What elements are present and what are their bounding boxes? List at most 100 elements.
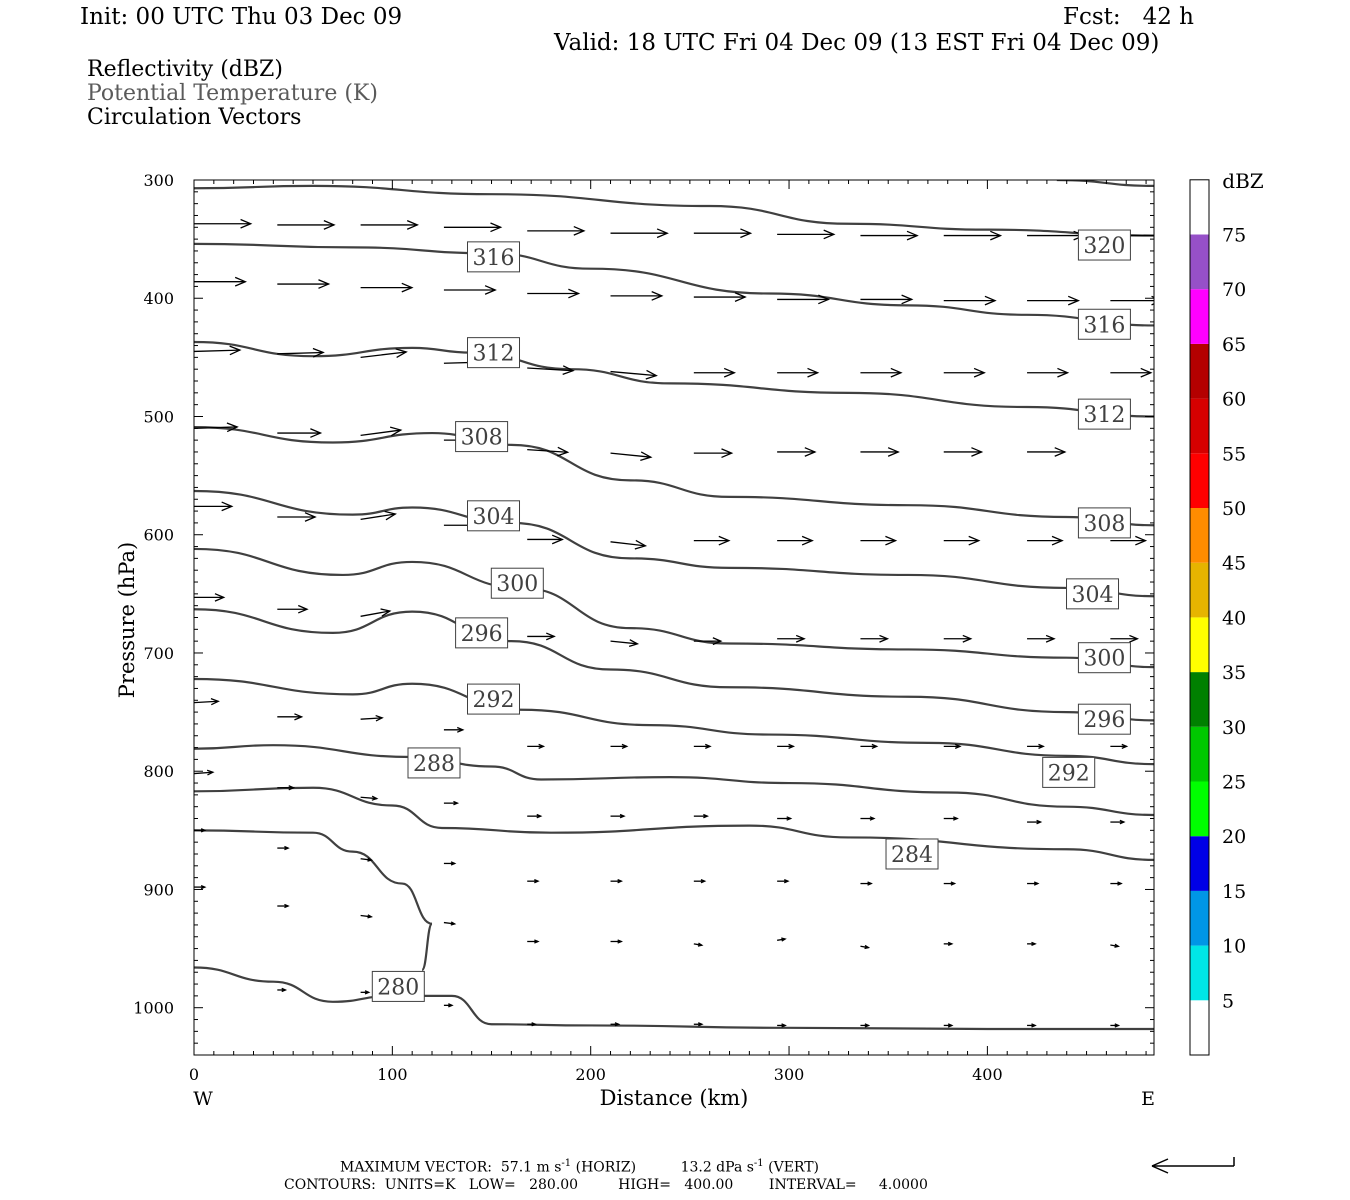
colorbar-level-label: 45 [1222, 553, 1246, 575]
circulation-vector [610, 743, 629, 750]
circulation-vector [443, 921, 457, 926]
contour-label-text: 296 [461, 622, 503, 647]
circulation-vector [1027, 819, 1043, 825]
footer-contours: CONTOURS: UNITS=K LOW= 280.00 HIGH= 400.… [284, 1177, 928, 1193]
circulation-vector [527, 288, 581, 299]
circulation-vector [777, 535, 814, 546]
x-axis-label: Distance (km) [600, 1086, 749, 1110]
circulation-vector [1110, 535, 1148, 546]
circulation-vector [943, 743, 962, 750]
x-tick-label: 300 [774, 1065, 805, 1084]
circulation-vector [443, 861, 457, 866]
vert-text: (VERT) [768, 1159, 820, 1176]
circulation-vector [610, 451, 653, 462]
colorbar-level-label: 20 [1222, 826, 1246, 848]
circulation-vector [693, 535, 731, 546]
colorbar-swatch [1190, 617, 1209, 673]
circulation-vector [194, 593, 226, 602]
circulation-vector [360, 220, 419, 230]
circulation-vector [610, 290, 664, 301]
circulation-vector [693, 448, 734, 459]
y-tick-label: 400 [143, 289, 174, 308]
circulation-vector [1027, 1023, 1037, 1028]
circulation-vector [277, 845, 290, 851]
circulation-vector [1110, 367, 1153, 378]
contour-label: 300 [490, 567, 544, 599]
circulation-vector [1110, 819, 1126, 825]
y-tick-label: 1000 [133, 999, 174, 1018]
circulation-vector [693, 1022, 704, 1027]
y-tick-label: 600 [143, 526, 174, 545]
theta-contour-304 [194, 489, 1154, 598]
circulation-vector [1110, 881, 1123, 886]
colorbar-swatch [1190, 945, 1209, 1001]
circulation-vector [527, 743, 546, 750]
circulation-vector [443, 285, 497, 295]
circulation-vector [1110, 943, 1120, 948]
colorbar-level-label: 70 [1222, 279, 1246, 301]
circulation-vector [860, 294, 914, 305]
circulation-vector [777, 294, 831, 305]
circulation-vector [527, 446, 570, 457]
y-tick-label: 500 [143, 407, 174, 426]
y-axis-label: Pressure (hPa) [115, 542, 139, 698]
contour-label: 308 [455, 421, 509, 453]
circulation-vector [943, 881, 957, 886]
east-label: E [1141, 1088, 1155, 1110]
y-tick-label: 900 [143, 880, 174, 899]
circulation-vector [610, 539, 648, 550]
footer-max-vector: MAXIMUM VECTOR: 57.1 m s-1 (HORIZ) 13.2 … [340, 1158, 820, 1176]
circulation-vector [693, 813, 710, 819]
circulation-vector [277, 903, 290, 909]
circulation-vector [693, 879, 707, 884]
circulation-vector [360, 914, 373, 919]
contour-label-text: 304 [473, 505, 515, 530]
circulation-vector [527, 813, 543, 819]
theta-contours [194, 180, 1154, 1031]
circulation-vector [860, 743, 879, 750]
contour-label: 320 [1077, 229, 1131, 261]
theta-contour-292 [194, 677, 1154, 766]
colorbar-level-label: 30 [1222, 717, 1246, 739]
colorbar-level-label: 60 [1222, 389, 1246, 411]
circulation-vector [777, 367, 820, 378]
contour-label-text: 312 [473, 342, 515, 367]
contour-label: 296 [1077, 703, 1131, 735]
circulation-vector [860, 944, 871, 950]
contour-label: 304 [467, 500, 521, 532]
colorbar-swatch [1190, 508, 1209, 563]
contour-label: 288 [407, 747, 461, 779]
theta-contour-280 [194, 966, 1154, 1031]
forecast-hour: Fcst: 42 h [1063, 4, 1194, 30]
circulation-vectors [194, 218, 1154, 1028]
contour-label: 316 [1077, 308, 1131, 340]
contour-label-text: 308 [1083, 512, 1125, 537]
contour-label-text: 308 [461, 426, 503, 451]
circulation-vector [527, 1022, 537, 1027]
y-tick-label: 300 [143, 171, 174, 190]
circulation-vector [693, 942, 704, 947]
circulation-vector [194, 276, 247, 287]
contour-label: 300 [1077, 642, 1131, 674]
circulation-vector [277, 987, 288, 993]
y-tick-label: 700 [143, 644, 174, 663]
circulation-vector [943, 941, 954, 947]
vert-value-text: 13.2 dPa s [680, 1159, 754, 1176]
circulation-vector [777, 937, 787, 942]
contour-label-text: 288 [413, 752, 455, 777]
circulation-vector [527, 879, 540, 884]
contour-label-text: 304 [1072, 583, 1114, 608]
contour-label: 284 [885, 838, 939, 870]
circulation-vector [1110, 295, 1154, 306]
circulation-vector [277, 604, 309, 614]
colorbar-level-label: 55 [1222, 443, 1246, 465]
theta-contour-312 [194, 340, 1154, 418]
west-label: W [193, 1088, 213, 1110]
circulation-vector [527, 534, 564, 545]
theta-contour-308 [194, 426, 1154, 527]
circulation-vector [1110, 743, 1129, 750]
x-tick-label: 0 [189, 1065, 199, 1084]
colorbar-swatch [1190, 289, 1209, 344]
reference-vector-icon [1151, 1157, 1235, 1174]
